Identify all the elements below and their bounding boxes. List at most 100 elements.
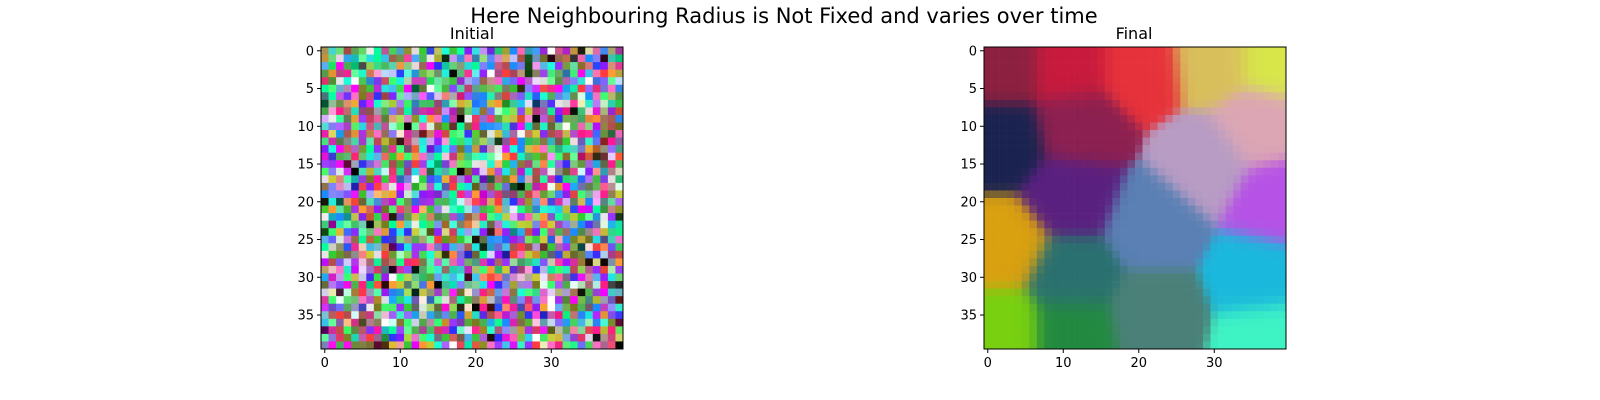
final-heatmap-cell xyxy=(1112,190,1121,199)
initial-heatmap-cell xyxy=(328,77,337,86)
initial-heatmap-cell xyxy=(570,182,578,191)
final-heatmap-cell xyxy=(1006,137,1015,146)
final-heatmap-cell xyxy=(1036,205,1045,214)
final-heatmap-cell xyxy=(1187,62,1196,70)
final-heatmap-cell xyxy=(1059,265,1068,274)
final-heatmap-cell xyxy=(999,333,1007,342)
initial-heatmap-cell xyxy=(449,243,458,252)
initial-heatmap-cell xyxy=(577,47,586,55)
initial-heatmap-cell xyxy=(343,69,352,78)
final-heatmap-cell xyxy=(1218,175,1226,184)
final-heatmap-cell xyxy=(1097,250,1106,259)
initial-heatmap-cell xyxy=(434,122,443,131)
final-heatmap-cell xyxy=(1157,220,1166,229)
initial-heatmap-cell xyxy=(577,213,586,221)
final-heatmap-cell xyxy=(1051,160,1060,169)
final-heatmap-cell xyxy=(1051,84,1060,93)
final-heatmap-cell xyxy=(1233,77,1241,86)
initial-heatmap-cell xyxy=(426,288,435,297)
initial-heatmap-cell xyxy=(434,265,443,274)
final-heatmap-cell xyxy=(1278,77,1287,86)
final-heatmap-cell xyxy=(1089,84,1098,93)
initial-heatmap-cell xyxy=(381,92,390,101)
initial-heatmap-cell xyxy=(388,318,397,327)
initial-heatmap-cell xyxy=(351,258,360,267)
final-heatmap-cell xyxy=(1210,130,1219,138)
final-heatmap-cell xyxy=(1021,258,1030,267)
final-heatmap-cell xyxy=(1225,296,1234,304)
initial-heatmap-cell xyxy=(419,69,427,78)
final-heatmap-cell xyxy=(1089,205,1098,214)
final-heatmap-cell xyxy=(1187,190,1196,199)
initial-heatmap-cell xyxy=(336,152,344,161)
final-heatmap-cell xyxy=(1240,205,1249,214)
final-heatmap-cell xyxy=(1059,182,1068,191)
initial-heatmap-cell xyxy=(524,341,533,350)
final-heatmap-cell xyxy=(1180,62,1189,70)
initial-heatmap-cell xyxy=(441,250,450,259)
initial-heatmap-cell xyxy=(502,160,511,169)
final-heatmap-cell xyxy=(1218,114,1226,123)
initial-heatmap-cell xyxy=(577,326,586,335)
final-heatmap-cell xyxy=(1142,107,1151,116)
final-heatmap-cell xyxy=(1225,213,1234,221)
final-heatmap-cell xyxy=(1119,114,1128,123)
final-heatmap-cell xyxy=(1051,303,1060,312)
final-heatmap-cell xyxy=(1104,296,1113,304)
initial-heatmap-cell xyxy=(577,54,586,63)
initial-heatmap-cell xyxy=(441,228,450,237)
initial-heatmap-cell xyxy=(381,326,390,335)
final-heatmap-cell xyxy=(1074,198,1083,206)
initial-heatmap-cell xyxy=(358,99,367,108)
final-heatmap-cell xyxy=(1021,54,1030,63)
final-heatmap-cell xyxy=(984,288,992,297)
initial-heatmap-cell xyxy=(441,296,450,304)
initial-heatmap-cell xyxy=(404,213,412,221)
initial-heatmap-cell xyxy=(532,213,541,221)
initial-heatmap-cell xyxy=(615,296,624,304)
final-heatmap-cell xyxy=(1248,62,1257,70)
final-heatmap-cell xyxy=(1021,296,1030,304)
initial-heatmap-cell xyxy=(570,341,578,350)
final-heatmap-cell xyxy=(1082,130,1090,138)
final-heatmap-cell xyxy=(1270,303,1279,312)
initial-heatmap-cell xyxy=(479,99,488,108)
initial-heatmap-cell xyxy=(456,114,465,123)
final-heatmap-cell xyxy=(1157,296,1166,304)
final-heatmap-cell xyxy=(1142,273,1151,282)
initial-heatmap-cell xyxy=(396,326,405,335)
initial-heatmap-cell xyxy=(600,318,609,327)
initial-heatmap-cell xyxy=(381,333,390,342)
final-heatmap-cell xyxy=(1142,265,1151,274)
final-heatmap-cell xyxy=(1014,62,1023,70)
initial-heatmap-cell xyxy=(426,303,435,312)
initial-heatmap-cell xyxy=(539,175,548,184)
initial-heatmap-cell xyxy=(373,273,382,282)
initial-heatmap-cell xyxy=(441,318,450,327)
initial-heatmap-cell xyxy=(388,47,397,55)
initial-heatmap-cell xyxy=(419,326,427,335)
initial-heatmap-cell xyxy=(328,107,337,116)
final-heatmap-cell xyxy=(1218,228,1226,237)
final-heatmap-cell xyxy=(1225,69,1234,78)
initial-heatmap-cell xyxy=(615,235,624,244)
final-heatmap-cell xyxy=(1165,122,1174,131)
final-heatmap-cell xyxy=(1119,250,1128,259)
final-heatmap-cell xyxy=(1202,99,1211,108)
initial-heatmap-cell xyxy=(600,303,609,312)
initial-heatmap-cell xyxy=(404,114,412,123)
final-heatmap-cell xyxy=(1172,122,1181,131)
initial-heatmap-cell xyxy=(585,182,594,191)
initial-heatmap-cell xyxy=(547,205,556,214)
initial-heatmap-cell xyxy=(494,182,503,191)
final-heatmap-cell xyxy=(1263,77,1272,86)
initial-heatmap-cell xyxy=(487,198,495,206)
initial-heatmap-cell xyxy=(426,99,435,108)
initial-heatmap-cell xyxy=(562,288,571,297)
initial-heatmap-cell xyxy=(517,235,526,244)
final-heatmap-cell xyxy=(1195,243,1204,252)
initial-heatmap-cell xyxy=(449,190,458,199)
initial-heatmap-cell xyxy=(502,145,511,153)
final-heatmap-cell xyxy=(999,137,1007,146)
final-heatmap-cell xyxy=(991,318,1000,327)
